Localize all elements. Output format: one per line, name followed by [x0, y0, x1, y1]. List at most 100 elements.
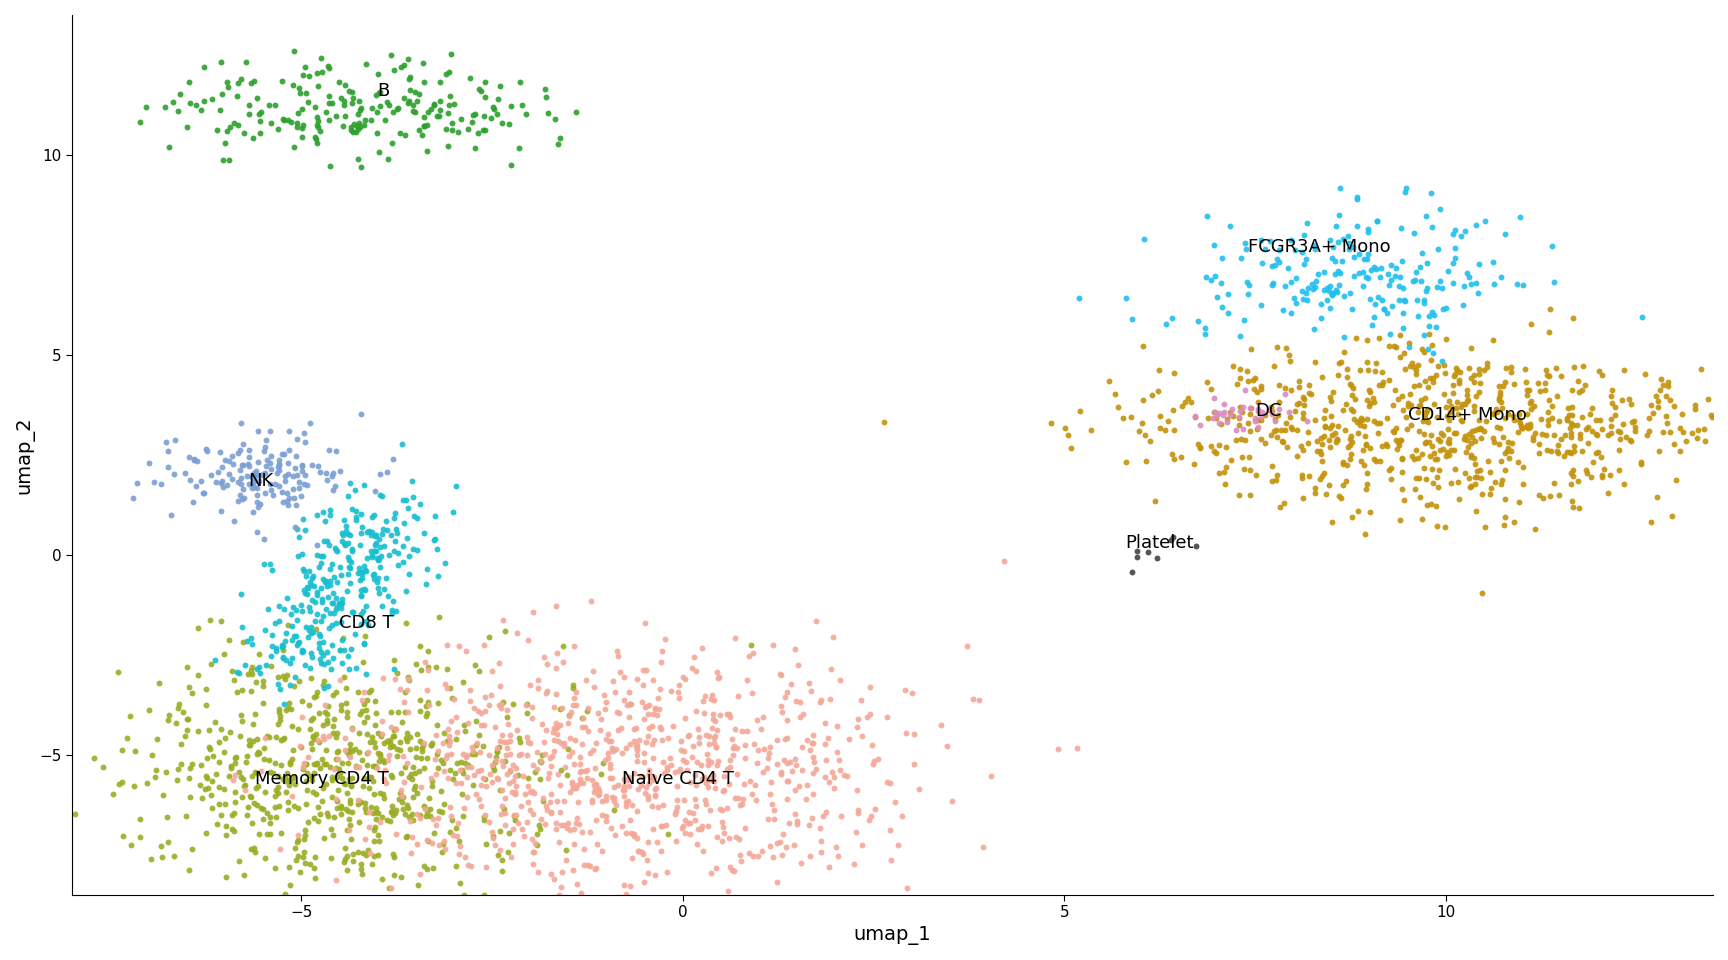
Point: [368, 809, 396, 825]
Point: [1268, 422, 1296, 438]
Point: [271, 773, 299, 788]
Point: [411, 118, 439, 133]
Point: [688, 822, 715, 837]
Point: [289, 642, 316, 658]
Point: [1234, 364, 1261, 379]
Point: [1429, 428, 1457, 444]
Point: [204, 122, 232, 137]
Point: [1515, 395, 1543, 410]
Point: [598, 770, 626, 785]
Point: [432, 842, 460, 857]
Point: [396, 673, 423, 688]
Point: [406, 704, 434, 719]
Point: [1455, 270, 1483, 285]
Point: [268, 639, 295, 655]
Point: [1559, 310, 1586, 325]
Text: Naive CD4 T: Naive CD4 T: [622, 770, 734, 788]
Point: [1306, 430, 1334, 445]
Point: [309, 677, 337, 692]
Point: [347, 607, 375, 622]
Point: [461, 713, 489, 729]
Point: [475, 766, 503, 781]
Point: [221, 794, 249, 809]
Point: [627, 844, 655, 859]
Point: [1237, 462, 1265, 477]
Point: [278, 632, 306, 647]
Point: [278, 718, 306, 733]
Text: CD14+ Mono: CD14+ Mono: [1408, 406, 1526, 424]
Point: [774, 895, 802, 910]
Point: [302, 786, 330, 802]
Point: [1218, 452, 1246, 468]
Point: [1180, 408, 1208, 423]
Point: [1306, 471, 1334, 487]
Point: [339, 722, 366, 737]
Point: [346, 103, 373, 118]
Point: [261, 800, 289, 815]
Point: [1322, 434, 1350, 449]
Point: [306, 629, 334, 644]
Point: [230, 772, 257, 787]
Point: [1201, 404, 1229, 420]
Point: [244, 766, 271, 781]
Point: [233, 457, 261, 472]
Point: [719, 740, 746, 756]
Point: [681, 767, 708, 782]
Point: [280, 678, 308, 693]
Point: [638, 772, 665, 787]
Point: [1258, 458, 1286, 473]
Point: [548, 864, 575, 879]
Point: [439, 813, 467, 828]
Point: [670, 672, 698, 687]
Point: [1261, 413, 1289, 428]
Point: [266, 708, 294, 724]
Point: [185, 620, 213, 636]
Point: [1384, 392, 1412, 407]
Point: [1303, 434, 1331, 449]
Point: [1248, 255, 1275, 271]
Point: [280, 599, 308, 614]
Point: [698, 767, 726, 782]
Point: [722, 829, 750, 845]
Point: [1341, 392, 1369, 407]
Point: [1382, 339, 1410, 354]
Point: [304, 800, 332, 815]
Point: [363, 528, 391, 543]
Point: [615, 793, 643, 808]
Point: [1375, 372, 1403, 388]
Point: [1555, 407, 1583, 422]
Point: [340, 853, 368, 869]
Point: [498, 849, 525, 864]
Point: [525, 753, 553, 768]
Point: [373, 753, 401, 768]
Point: [432, 121, 460, 136]
Point: [1291, 256, 1318, 272]
Point: [565, 816, 593, 831]
Point: [759, 850, 786, 865]
Point: [309, 717, 337, 732]
Point: [344, 122, 372, 137]
Point: [323, 574, 351, 589]
Point: [410, 738, 437, 754]
Point: [1578, 400, 1605, 416]
Point: [330, 852, 358, 867]
Point: [1566, 426, 1593, 442]
Point: [489, 863, 517, 878]
Point: [1678, 425, 1706, 441]
Point: [505, 140, 532, 156]
Point: [199, 91, 226, 107]
Point: [347, 582, 375, 597]
Point: [1332, 457, 1360, 472]
Point: [1422, 498, 1450, 514]
Point: [1452, 396, 1479, 412]
Point: [544, 136, 572, 152]
Point: [1400, 359, 1427, 374]
Point: [449, 747, 477, 762]
Point: [425, 759, 453, 775]
Point: [287, 598, 314, 613]
Point: [264, 613, 292, 629]
Point: [1234, 373, 1261, 389]
Point: [814, 730, 842, 745]
Point: [563, 876, 591, 891]
Point: [774, 815, 802, 830]
